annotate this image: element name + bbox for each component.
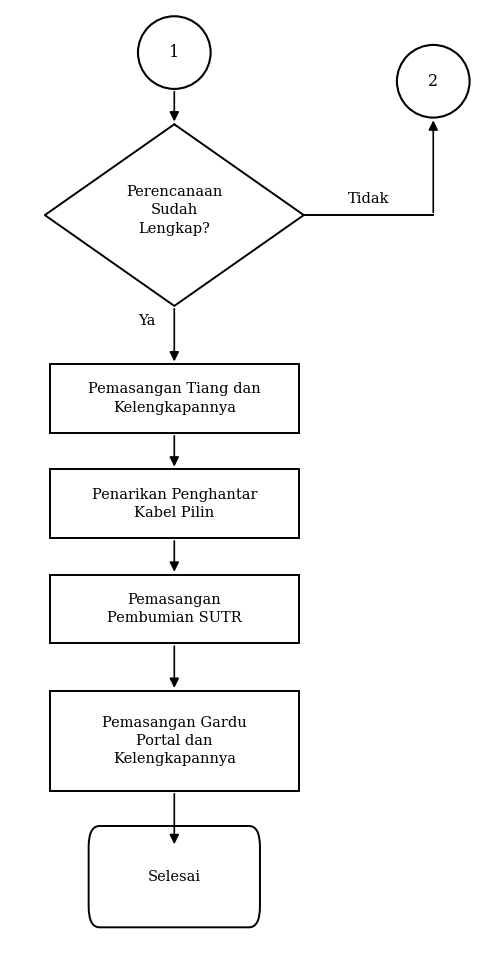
Ellipse shape	[138, 16, 211, 89]
Ellipse shape	[397, 45, 470, 118]
Text: Pemasangan Gardu
Portal dan
Kelengkapannya: Pemasangan Gardu Portal dan Kelengkapann…	[102, 715, 247, 767]
Text: Ya: Ya	[138, 314, 155, 328]
Text: Perencanaan
Sudah
Lengkap?: Perencanaan Sudah Lengkap?	[126, 185, 223, 236]
Text: 2: 2	[428, 73, 438, 90]
FancyBboxPatch shape	[89, 826, 260, 927]
Text: Tidak: Tidak	[348, 191, 389, 206]
Text: 1: 1	[169, 44, 179, 61]
Bar	[50, 364, 299, 433]
Bar	[50, 575, 299, 643]
Text: Selesai: Selesai	[148, 870, 201, 883]
Text: Pemasangan
Pembumian SUTR: Pemasangan Pembumian SUTR	[107, 593, 242, 625]
Text: Penarikan Penghantar
Kabel Pilin: Penarikan Penghantar Kabel Pilin	[92, 488, 257, 520]
Bar	[50, 690, 299, 792]
Text: Pemasangan Tiang dan
Kelengkapannya: Pemasangan Tiang dan Kelengkapannya	[88, 382, 260, 415]
Bar	[50, 469, 299, 538]
